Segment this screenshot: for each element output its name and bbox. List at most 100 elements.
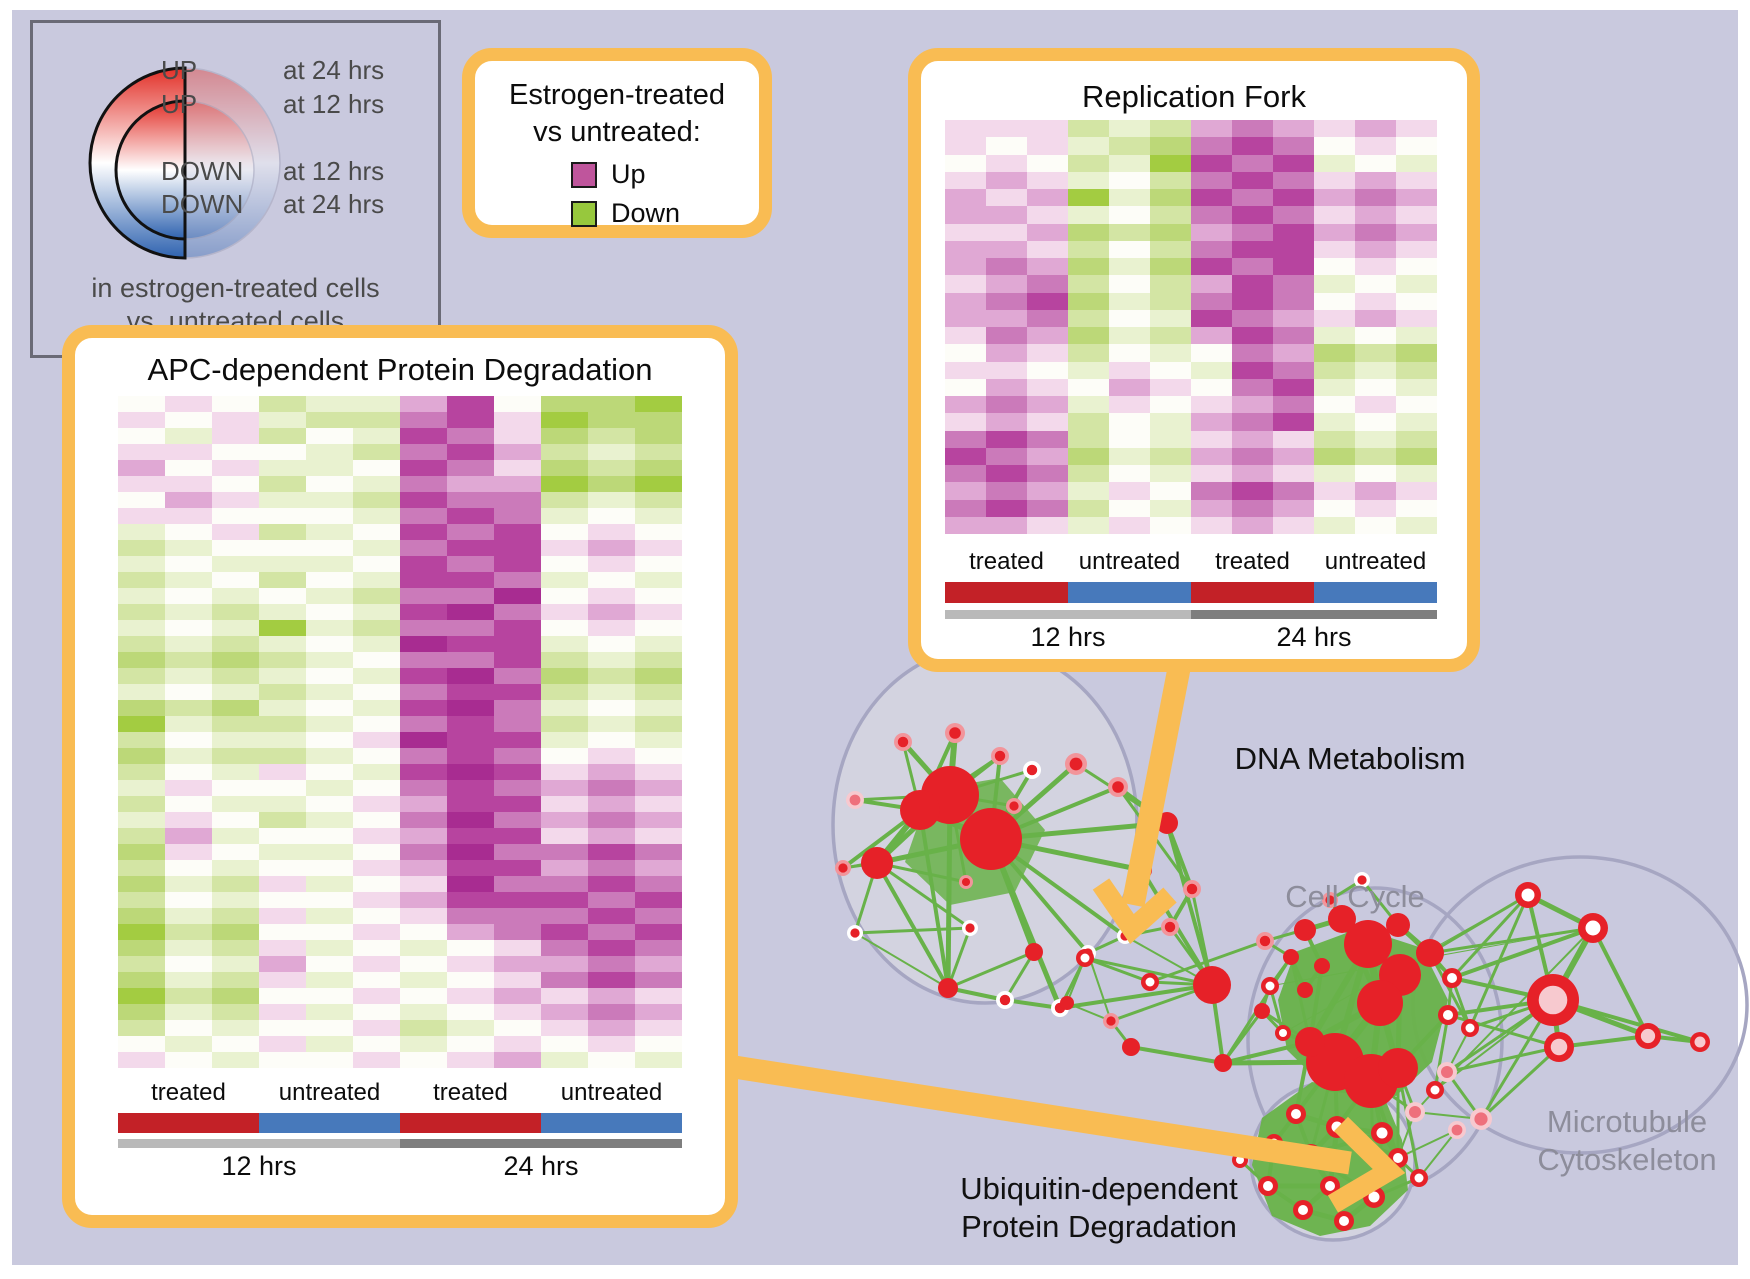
heatmap-cell xyxy=(588,524,635,540)
heatmap-cell xyxy=(400,508,447,524)
heatmap-cell xyxy=(1314,309,1355,327)
heatmap-cell xyxy=(447,492,494,508)
heatmap-cell xyxy=(635,412,682,428)
heatmap-cell xyxy=(541,844,588,860)
legend-down12-time: at 12 hrs xyxy=(283,156,385,186)
heatmap-cell xyxy=(165,892,212,908)
heatmap-cell xyxy=(212,556,259,572)
network-node xyxy=(900,790,940,830)
heatmap-cell xyxy=(1068,154,1109,172)
network-node-core xyxy=(994,750,1006,762)
heatmap-cell xyxy=(353,588,400,604)
heatmap-cell xyxy=(945,396,986,414)
heatmap-cell xyxy=(259,780,306,796)
heatmap-cell xyxy=(212,732,259,748)
heatmap-cell xyxy=(118,492,165,508)
label-ubiquitin-degradation: Ubiquitin-dependent Protein Degradation xyxy=(929,1170,1269,1246)
heatmap-cell xyxy=(1068,413,1109,431)
heatmap-cell xyxy=(945,240,986,258)
heatmap-cell xyxy=(1232,206,1273,224)
network-node-core xyxy=(949,727,961,739)
heatmap-cell xyxy=(447,428,494,444)
heatmap-cell xyxy=(1150,223,1191,241)
heatmap-cell xyxy=(945,482,986,500)
network-edge xyxy=(1084,956,1213,987)
heatmap-cell xyxy=(400,924,447,940)
heatmap-cell xyxy=(1191,206,1232,224)
heatmap-cell xyxy=(541,1020,588,1036)
network-edge xyxy=(876,861,971,930)
heatmap-cell xyxy=(1396,482,1437,500)
heatmap-cell xyxy=(1191,275,1232,293)
heatmap-cell xyxy=(306,396,353,412)
heatmap-cell xyxy=(400,988,447,1004)
heatmap-cell xyxy=(1314,396,1355,414)
heatmap-cell xyxy=(945,499,986,517)
heatmap-cell xyxy=(1273,516,1314,534)
heatmap-cell xyxy=(259,652,306,668)
heatmap-cell xyxy=(400,764,447,780)
heatmap-cell xyxy=(1273,378,1314,396)
heatmap-cell xyxy=(588,716,635,732)
heatmap-cell xyxy=(945,137,986,155)
heatmap-cell xyxy=(165,956,212,972)
heatmap-cell xyxy=(212,956,259,972)
heatmap-cell xyxy=(635,1036,682,1052)
heatmap-cell xyxy=(1068,378,1109,396)
heatmap-cell xyxy=(1314,327,1355,345)
heatmap-cell xyxy=(1191,361,1232,379)
up-color-swatch xyxy=(571,161,597,188)
inner-ring-right xyxy=(184,100,255,240)
heatmap-cell xyxy=(588,412,635,428)
heatmap-cell xyxy=(1109,223,1150,241)
heatmap-cell xyxy=(494,796,541,812)
heatmap-cell xyxy=(541,604,588,620)
heatmap-cell xyxy=(541,396,588,412)
heatmap-cell xyxy=(1232,171,1273,189)
heatmap-cell xyxy=(541,412,588,428)
rf-label-12hrs: 12 hrs xyxy=(1030,622,1106,652)
apc-time-bar xyxy=(118,1139,682,1148)
heatmap-cell xyxy=(635,764,682,780)
heatmap-cell xyxy=(494,844,541,860)
heatmap-cell xyxy=(945,413,986,431)
heatmap-cell xyxy=(588,652,635,668)
heatmap-cell xyxy=(353,812,400,828)
heatmap-cell xyxy=(353,668,400,684)
heatmap-cell xyxy=(635,492,682,508)
heatmap-cell xyxy=(1191,309,1232,327)
network-node xyxy=(1344,920,1392,968)
heatmap-cell xyxy=(353,652,400,668)
heatmap-cell xyxy=(165,812,212,828)
estrogen-title-line1: Estrogen-treated xyxy=(508,79,725,111)
heatmap-cell xyxy=(541,764,588,780)
heatmap-cell xyxy=(118,748,165,764)
heatmap-cell xyxy=(118,860,165,876)
heatmap-cell xyxy=(635,988,682,1004)
heatmap-cell xyxy=(353,940,400,956)
apc-group-untreated-24: untreated xyxy=(560,1079,663,1106)
heatmap-cell xyxy=(212,796,259,812)
heatmap-cell xyxy=(447,412,494,428)
heatmap-cell xyxy=(588,1020,635,1036)
network-node xyxy=(938,978,958,998)
heatmap-cell xyxy=(1109,327,1150,345)
network-node-core xyxy=(1393,1153,1403,1163)
down-label: Down xyxy=(611,198,681,228)
heatmap-cell xyxy=(212,764,259,780)
network-edge xyxy=(1591,927,1650,1037)
heatmap-cell xyxy=(1355,189,1396,207)
heatmap-cell xyxy=(212,876,259,892)
rf-bar-12hrs xyxy=(945,610,1191,619)
heatmap-cell xyxy=(447,1036,494,1052)
heatmap-cell xyxy=(306,428,353,444)
heatmap-cell xyxy=(1314,206,1355,224)
heatmap-cell xyxy=(259,508,306,524)
heatmap-cell xyxy=(212,636,259,652)
heatmap-cell xyxy=(1314,120,1355,138)
heatmap-cell xyxy=(400,908,447,924)
heatmap-cell xyxy=(986,516,1027,534)
heatmap-cell xyxy=(945,171,986,189)
heatmap-cell xyxy=(494,412,541,428)
heatmap-cell xyxy=(635,652,682,668)
